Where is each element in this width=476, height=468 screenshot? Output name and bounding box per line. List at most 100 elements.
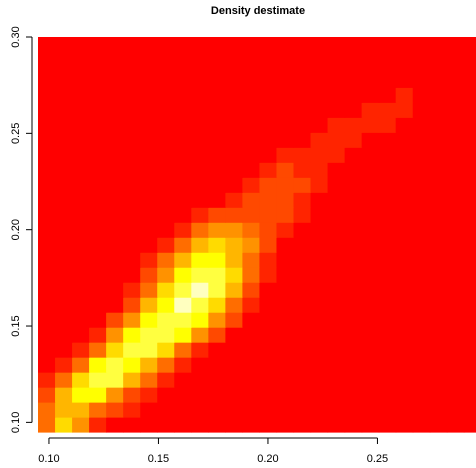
heatmap-cell — [293, 342, 312, 358]
heatmap-cell — [242, 327, 261, 343]
heatmap-cell — [310, 357, 329, 373]
heatmap-cell — [191, 267, 209, 283]
heatmap-cell — [327, 372, 346, 388]
heatmap-cell — [140, 192, 158, 208]
heatmap-cell — [412, 132, 431, 148]
heatmap-cell — [446, 192, 465, 208]
heatmap-cell — [72, 312, 90, 328]
heatmap-cell — [327, 192, 346, 208]
heatmap-cell — [395, 57, 414, 73]
heatmap-cell — [242, 207, 261, 223]
heatmap-cell — [378, 132, 397, 148]
heatmap-cell — [242, 162, 261, 178]
heatmap-cell — [140, 72, 158, 88]
heatmap-cell — [344, 72, 363, 88]
heatmap-cell — [429, 147, 448, 163]
heatmap-cell — [259, 57, 278, 73]
heatmap-cell — [157, 312, 175, 328]
heatmap-cell — [293, 402, 312, 418]
heatmap-cell — [412, 357, 431, 373]
heatmap-cell — [293, 327, 312, 343]
heatmap-cell — [89, 192, 107, 208]
heatmap-cell — [191, 417, 209, 433]
heatmap-cell — [208, 417, 226, 433]
heatmap-cell — [327, 237, 346, 253]
heatmap-cell — [361, 237, 380, 253]
heatmap-cell — [378, 372, 397, 388]
heatmap-cell — [123, 237, 141, 253]
heatmap-cell — [378, 222, 397, 238]
heatmap-cell — [412, 237, 431, 253]
heatmap-cell — [72, 342, 90, 358]
heatmap-cell — [429, 132, 448, 148]
heatmap-cell — [276, 297, 295, 313]
heatmap-cell — [242, 357, 261, 373]
heatmap-cell — [327, 177, 346, 193]
heatmap-cell — [140, 312, 158, 328]
heatmap-cell — [106, 72, 124, 88]
heatmap-cell — [293, 312, 312, 328]
heatmap-cell — [174, 147, 192, 163]
heatmap-cell — [225, 222, 243, 238]
heatmap-cell — [242, 102, 261, 118]
heatmap-cell — [157, 102, 175, 118]
heatmap-cell — [310, 312, 329, 328]
heatmap-cell — [174, 357, 192, 373]
heatmap-cell — [225, 417, 243, 433]
y-axis: 0.10 0.15 0.20 0.25 0.30 — [10, 26, 33, 433]
y-tick-label: 0.20 — [10, 219, 22, 240]
heatmap-cell — [361, 37, 380, 58]
heatmap-cell — [225, 327, 243, 343]
heatmap-cell — [395, 252, 414, 268]
heatmap-cell — [174, 207, 192, 223]
heatmap-cell — [89, 57, 107, 73]
heatmap-cell — [395, 87, 414, 103]
heatmap-cell — [208, 327, 226, 343]
heatmap-cell — [429, 57, 448, 73]
heatmap-cell — [174, 57, 192, 73]
heatmap-cell — [55, 402, 73, 418]
heatmap-cell — [123, 222, 141, 238]
heatmap-cell — [276, 72, 295, 88]
heatmap-cell — [293, 57, 312, 73]
heatmap-cell — [293, 147, 312, 163]
heatmap-cell — [72, 297, 90, 313]
heatmap-cell — [38, 237, 56, 253]
heatmap-cell — [259, 327, 278, 343]
heatmap-cell — [191, 327, 209, 343]
heatmap-cell — [310, 342, 329, 358]
heatmap-cell — [89, 87, 107, 103]
heatmap-cell — [344, 177, 363, 193]
heatmap-cell — [463, 192, 476, 208]
heatmap-cell — [242, 372, 261, 388]
heatmap-cell — [378, 282, 397, 298]
heatmap-cell — [327, 87, 346, 103]
heatmap-cell — [157, 207, 175, 223]
heatmap-cell — [225, 372, 243, 388]
heatmap-cell — [310, 87, 329, 103]
heatmap-cell — [412, 87, 431, 103]
heatmap-cell — [72, 372, 90, 388]
heatmap-cell — [378, 267, 397, 283]
heatmap-cell — [123, 162, 141, 178]
heatmap-cell — [123, 282, 141, 298]
heatmap-cell — [344, 117, 363, 133]
heatmap-cell — [361, 117, 380, 133]
heatmap-cell — [55, 102, 73, 118]
heatmap-cell — [242, 222, 261, 238]
heatmap-cell — [106, 117, 124, 133]
heatmap-cell — [344, 372, 363, 388]
heatmap-cell — [157, 357, 175, 373]
heatmap-cell — [327, 297, 346, 313]
heatmap-cell — [208, 282, 226, 298]
heatmap-cell — [38, 402, 56, 418]
heatmap-cell — [310, 237, 329, 253]
heatmap-cell — [208, 147, 226, 163]
heatmap-cell — [276, 177, 295, 193]
heatmap-cell — [259, 37, 278, 58]
heatmap-cell — [259, 312, 278, 328]
heatmap-cell — [72, 327, 90, 343]
heatmap-cell — [123, 102, 141, 118]
heatmap-cell — [72, 87, 90, 103]
heatmap-cell — [259, 117, 278, 133]
